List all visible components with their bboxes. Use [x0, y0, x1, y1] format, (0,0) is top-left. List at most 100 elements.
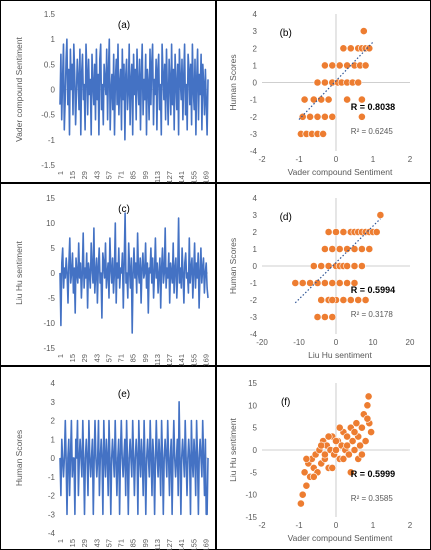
y-tick-label: 0: [51, 86, 56, 95]
data-point: [357, 95, 366, 104]
y-tick-label: 10: [46, 219, 55, 228]
data-point: [328, 112, 337, 121]
x-tick-label: 99: [141, 171, 150, 179]
data-point: [306, 279, 314, 287]
y-tick-label: 2: [253, 228, 258, 237]
data-point: [320, 313, 329, 321]
data-point: [291, 279, 300, 287]
x-tick-label: 0: [334, 338, 339, 347]
data-point: [350, 245, 359, 253]
x-tick-label: 15: [68, 539, 77, 547]
y-tick-label: 0.5: [44, 60, 56, 69]
data-point: [302, 481, 311, 490]
x-tick-label: 155: [189, 171, 198, 184]
data-point: [350, 446, 359, 454]
x-tick-label: 85: [129, 354, 138, 362]
data-point: [298, 490, 307, 499]
y-tick-label: -0.5: [41, 111, 55, 120]
x-tick-label: 113: [153, 354, 162, 366]
data-point: [359, 27, 368, 35]
data-point: [343, 279, 351, 287]
data-point: [346, 468, 355, 477]
y-tick-label: 0: [51, 269, 56, 278]
x-axis-title: Liu Hu sentiment: [308, 350, 372, 360]
data-point: [376, 211, 385, 219]
x-tick-label: 2: [408, 155, 413, 164]
data-point: [350, 279, 359, 287]
y-tick-label: -3: [48, 510, 56, 519]
y-tick-label: 2: [51, 417, 56, 426]
panel-label: (e): [118, 389, 130, 400]
x-tick-label: 141: [177, 354, 186, 367]
y-axis-title: Human Scores: [228, 54, 238, 110]
x-tick-label: 71: [117, 171, 126, 179]
data-point: [357, 245, 366, 253]
data-point: [357, 423, 366, 432]
data-point: [350, 428, 359, 436]
r-value-label: R = 0.5999: [351, 469, 395, 479]
y-tick-label: 0: [253, 446, 258, 455]
y-tick-label: -1: [250, 279, 258, 288]
y-tick-label: 3: [253, 27, 258, 36]
data-point: [335, 423, 344, 432]
x-tick-label: 113: [153, 539, 162, 550]
data-point: [298, 279, 307, 287]
x-tick-label: 85: [129, 171, 138, 179]
panel-label: (a): [118, 20, 130, 31]
data-point: [320, 245, 329, 253]
x-tick-label: 71: [117, 539, 126, 547]
y-axis-title: Liu Hu sentiment: [14, 240, 24, 304]
y-tick-label: 0: [253, 262, 258, 271]
x-tick-label: 57: [104, 354, 113, 362]
data-point: [317, 296, 326, 304]
x-tick-label: 1: [371, 521, 376, 530]
data-point: [332, 446, 340, 454]
r-squared-label: R² = 0.3585: [351, 494, 394, 503]
scatter-chart-b: -4 -3 -2 -1 0 1 2 3 4 -2 -1 0 1 2 R = 0.8038 R² = 0.624…: [228, 10, 413, 177]
y-tick-label: -1: [48, 136, 56, 145]
y-tick-label: 1: [253, 245, 258, 254]
data-point: [361, 437, 370, 445]
x-tick-label: 127: [165, 539, 174, 550]
r-squared-label: R² = 0.6245: [351, 127, 394, 136]
x-tick-label: 169: [201, 539, 210, 550]
x-axis-title: Vader compound Sentiment: [288, 533, 393, 543]
y-tick-label: 2: [253, 44, 258, 53]
data-point: [339, 296, 348, 304]
data-point: [324, 432, 333, 441]
x-tick-label: 85: [129, 539, 138, 547]
data-point: [300, 95, 309, 104]
x-tick-label: 57: [104, 539, 113, 547]
x-tick-label: -10: [293, 338, 305, 347]
x-tick-label: -2: [258, 155, 266, 164]
data-point: [328, 313, 337, 321]
x-tick-label: -20: [256, 338, 268, 347]
data-point: [365, 245, 374, 253]
x-tick-label: 141: [177, 539, 186, 550]
y-tick-label: -4: [250, 147, 258, 156]
x-tick-label: 99: [141, 354, 150, 362]
data-point: [354, 78, 363, 87]
panel-label: (c): [118, 204, 130, 215]
data-point: [332, 437, 340, 445]
x-tick-label: 127: [165, 354, 174, 367]
x-tick-label: 127: [165, 171, 174, 184]
x-tick-label: 29: [80, 171, 89, 179]
data-point: [320, 61, 329, 70]
r-value-label: R = 0.5994: [351, 285, 395, 295]
y-tick-label: -5: [250, 468, 258, 477]
panel-label: (f): [281, 397, 290, 408]
panel-label: (b): [280, 28, 292, 39]
y-tick-label: -4: [48, 529, 56, 538]
data-point: [324, 262, 333, 270]
y-tick-label: -10: [245, 491, 257, 500]
data-point: [324, 228, 333, 236]
data-point: [309, 262, 318, 270]
data-point: [344, 450, 353, 459]
data-point: [354, 296, 363, 304]
x-tick-label: 169: [201, 171, 210, 184]
data-point: [365, 44, 374, 53]
r-value-label: R = 0.8038: [351, 102, 395, 112]
